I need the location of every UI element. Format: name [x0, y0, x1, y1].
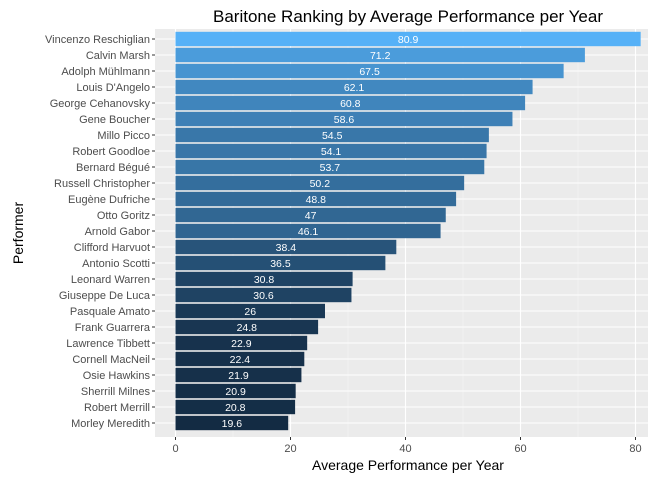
bar — [175, 367, 302, 383]
x-tick-label: 0 — [172, 443, 178, 455]
data-label: 30.8 — [254, 274, 275, 286]
bars — [175, 31, 641, 431]
y-tick-label: Calvin Marsh — [86, 50, 150, 62]
x-tick-label: 80 — [629, 443, 641, 455]
data-label: 30.6 — [253, 290, 274, 302]
y-tick-label: Arnold Gabor — [85, 226, 151, 238]
y-tick-label: Louis D'Angelo — [76, 82, 150, 94]
bar — [175, 335, 308, 351]
bar — [175, 31, 641, 47]
y-tick-label: Leonard Warren — [71, 274, 150, 286]
y-axis-title: Performer — [10, 202, 26, 265]
y-tick-label: Clifford Harvuot — [74, 242, 150, 254]
data-label: 47 — [305, 210, 317, 222]
y-tick-label: Robert Merrill — [84, 402, 150, 414]
data-label: 36.5 — [270, 258, 291, 270]
y-tick-label: Osie Hawkins — [83, 370, 151, 382]
bar — [175, 255, 386, 271]
data-label: 60.8 — [340, 98, 361, 110]
bar — [175, 319, 319, 335]
bar — [175, 175, 465, 191]
data-label: 54.1 — [321, 146, 342, 158]
data-label: 26 — [244, 306, 256, 318]
bar — [175, 207, 446, 223]
bar — [175, 143, 487, 159]
data-label: 24.8 — [237, 322, 258, 334]
y-tick-label: Bernard Bégué — [76, 162, 150, 174]
data-label: 71.2 — [370, 50, 391, 62]
y-tick-label: Frank Guarrera — [75, 322, 151, 334]
y-tick-label: Gene Boucher — [79, 114, 150, 126]
y-tick-label: Lawrence Tibbett — [66, 338, 150, 350]
y-tick-label: Russell Christopher — [54, 178, 150, 190]
y-tick-label: Robert Goodloe — [72, 146, 150, 158]
y-tick-label: Otto Goritz — [97, 210, 150, 222]
bar — [175, 79, 533, 95]
bar — [175, 271, 353, 287]
y-tick-label: Vincenzo Reschiglian — [45, 34, 150, 46]
bar — [175, 415, 289, 431]
y-tick-label: Pasquale Amato — [70, 306, 150, 318]
y-tick-label: Morley Meredith — [71, 418, 150, 430]
bar — [175, 159, 485, 175]
bar — [175, 95, 526, 111]
bar — [175, 223, 441, 239]
x-tick-label: 60 — [514, 443, 526, 455]
data-label: 38.4 — [276, 242, 297, 254]
data-labels: 80.9 71.2 67.5 62.1 60.8 58.6 54.5 54.1 53.7 50.2… — [222, 34, 419, 430]
data-label: 22.9 — [231, 338, 252, 350]
bar — [175, 63, 564, 79]
chart-title: Baritone Ranking by Average Performance … — [213, 7, 603, 26]
bar — [175, 383, 296, 399]
data-label: 58.6 — [334, 114, 355, 126]
bar — [175, 127, 489, 143]
data-label: 50.2 — [310, 178, 331, 190]
data-label: 46.1 — [298, 226, 319, 238]
y-tick-label: Sherrill Milnes — [81, 386, 151, 398]
bar — [175, 191, 457, 207]
y-tick-label: Giuseppe De Luca — [59, 290, 151, 302]
data-label: 22.4 — [230, 354, 251, 366]
bar — [175, 351, 305, 367]
data-label: 48.8 — [306, 194, 327, 206]
x-tick-label: 40 — [399, 443, 411, 455]
bar — [175, 303, 325, 319]
y-tick-label: Adolph Mühlmann — [61, 66, 150, 78]
x-tick-label: 20 — [284, 443, 296, 455]
bar — [175, 287, 352, 303]
x-axis-title: Average Performance per Year — [312, 457, 504, 473]
y-axis-ticks: Vincenzo Reschiglian Calvin Marsh Adolph M… — [45, 34, 155, 430]
bar — [175, 239, 397, 255]
y-tick-label: Cornell MacNeil — [72, 354, 150, 366]
data-label: 21.9 — [228, 370, 249, 382]
data-label: 20.9 — [225, 386, 246, 398]
y-tick-label: Eugène Dufriche — [68, 194, 150, 206]
bar — [175, 47, 585, 63]
x-axis-ticks: 0 20 40 60 80 — [172, 437, 642, 455]
data-label: 62.1 — [344, 82, 365, 94]
data-label: 19.6 — [222, 418, 243, 430]
data-label: 20.8 — [225, 402, 246, 414]
data-label: 54.5 — [322, 130, 343, 142]
data-label: 53.7 — [320, 162, 341, 174]
data-label: 67.5 — [359, 66, 380, 78]
y-tick-label: George Cehanovsky — [50, 98, 151, 110]
y-tick-label: Antonio Scotti — [82, 258, 150, 270]
bar — [175, 111, 513, 127]
data-label: 80.9 — [398, 34, 419, 46]
bar — [175, 399, 296, 415]
y-tick-label: Millo Picco — [97, 130, 150, 142]
